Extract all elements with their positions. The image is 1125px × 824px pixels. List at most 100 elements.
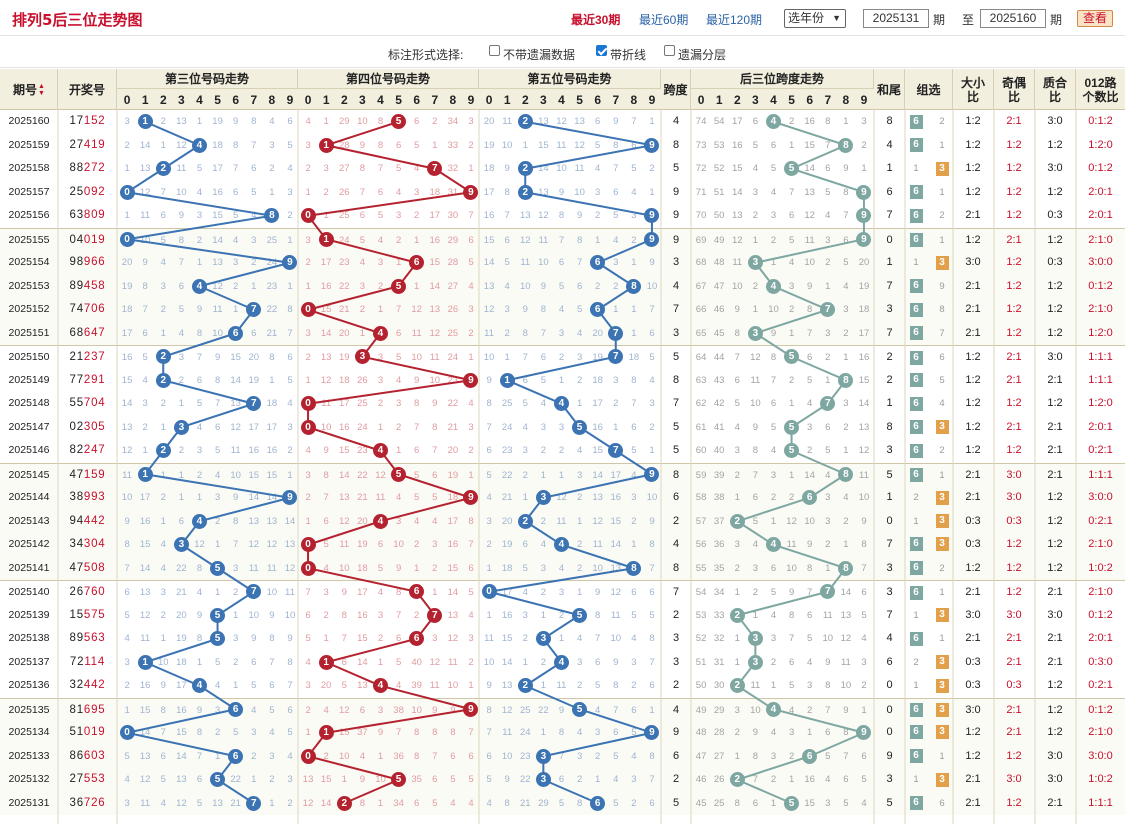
pos5-miss-cell: 8 xyxy=(576,797,583,809)
pos5-miss-cell: 6 xyxy=(631,587,637,598)
draw-digit: 2 xyxy=(69,351,77,363)
range-link-30[interactable]: 最近30期 xyxy=(571,13,621,27)
pos4-miss-cell: 12 xyxy=(411,304,422,315)
draw-number-cell: 02305 xyxy=(58,416,117,440)
pos3-miss-cell: 4 xyxy=(160,257,166,268)
pos3-miss-cell: 14 xyxy=(139,727,151,738)
span-miss-cell: 45 xyxy=(713,327,725,339)
zuxuan-cell: 6 7 xyxy=(905,322,953,346)
span-miss-cell: 26 xyxy=(713,774,725,785)
pos4-miss-cell: 5 xyxy=(414,469,420,481)
polyline-checkbox[interactable] xyxy=(596,45,607,56)
pos5-miss-cell: 5 xyxy=(558,797,565,809)
pos5-miss-cell: 25 xyxy=(501,398,513,409)
pos4-miss-cell: 3 xyxy=(359,280,366,292)
pos3-miss-cell: 3 xyxy=(233,562,239,574)
sort-icon[interactable]: ▲▼ xyxy=(38,82,45,97)
pos3-miss-cell: 10 xyxy=(121,492,133,503)
pos5-miss-cell: 18 xyxy=(483,163,495,174)
view-button[interactable]: 查看 xyxy=(1077,10,1113,27)
pos4-miss-cell: 13 xyxy=(357,680,368,691)
draw-digit: 7 xyxy=(76,561,84,574)
pos3-miss-cell: 11 xyxy=(176,163,187,174)
pos5-digit-header-7: 7 xyxy=(612,93,620,107)
pos3-miss-cell: 17 xyxy=(266,421,278,433)
pos4-miss-cell: 6 xyxy=(377,539,384,550)
span-miss-cell: 65 xyxy=(695,327,707,339)
pos4-miss-cell: 3 xyxy=(432,539,438,550)
pos5-miss-cell: 4 xyxy=(576,727,583,738)
pos3-miss-cell: 15 xyxy=(139,704,151,716)
issue-header[interactable]: 期号 ▲▼ xyxy=(0,69,58,110)
pos3-miss-cell: 11 xyxy=(212,304,223,315)
pos4-miss-cell: 8 xyxy=(377,139,384,151)
jiou-cell: 1:2 xyxy=(1006,796,1022,809)
span-miss-cell: 5 xyxy=(825,445,831,456)
draw-digit: 1 xyxy=(98,373,106,386)
range-link-120[interactable]: 最近120期 xyxy=(706,13,763,27)
pos5-miss-cell: 7 xyxy=(649,774,655,785)
pos5-miss-cell: 6 xyxy=(558,774,565,785)
jiou-cell: 1:2 xyxy=(1006,279,1022,292)
pos4-miss-cell: 6 xyxy=(414,445,420,456)
pos3-digit-header-1: 1 xyxy=(141,93,149,107)
daxiao-cell: 2:1 xyxy=(965,773,981,785)
zuxuan6-box: 1 xyxy=(913,163,919,174)
pos4-miss-cell: 14 xyxy=(429,280,441,292)
daxiao-cell: 3:0 xyxy=(965,256,981,268)
pos5-miss-cell: 4 xyxy=(576,445,583,456)
pos3-miss-cell: 18 xyxy=(212,139,223,151)
pos3-miss-cell: 4 xyxy=(269,727,275,738)
span-miss-cell: 4 xyxy=(807,398,813,409)
draw-digit: 6 xyxy=(69,209,77,221)
pos5-miss-cell: 2 xyxy=(595,280,601,292)
draw-digit: 5 xyxy=(91,773,99,785)
zuxuan-cell: 6 4 xyxy=(905,392,953,416)
no-miss-checkbox[interactable] xyxy=(489,45,500,56)
span-miss-cell: 8 xyxy=(734,797,740,809)
pos3-miss-cell: 5 xyxy=(287,139,293,151)
span-miss-cell: 7 xyxy=(825,704,831,716)
lu012-cell: 2:1:0 xyxy=(1088,586,1113,598)
pos5-miss-cell: 9 xyxy=(486,374,492,386)
span-cell: 5 xyxy=(672,162,680,174)
year-select[interactable]: 选年份 ▼ xyxy=(784,9,846,28)
pos5-miss-cell: 13 xyxy=(501,680,513,691)
lu012-cell: 1:2:0 xyxy=(1088,397,1113,409)
daxiao-cell: 3:0 xyxy=(965,608,981,621)
to-issue-input[interactable]: 2025160 xyxy=(980,9,1046,28)
miss-layer-checkbox[interactable] xyxy=(664,45,675,56)
span-miss-cell: 51 xyxy=(713,186,725,198)
pos4-miss-cell: 13 xyxy=(447,609,459,621)
from-issue-input[interactable]: 2025131 xyxy=(863,9,929,28)
pos3-miss-cell: 2 xyxy=(160,492,166,503)
pos4-miss-cell: 12 xyxy=(338,704,350,716)
span-miss-cell: 2 xyxy=(752,210,759,221)
span-miss-cell: 9 xyxy=(734,304,740,315)
pos4-miss-cell: 15 xyxy=(429,257,441,268)
draw-digit: 7 xyxy=(83,586,92,598)
pos3-miss-cell: 9 xyxy=(214,352,221,363)
pos5-miss-cell: 2 xyxy=(649,163,655,174)
range-link-60[interactable]: 最近60期 xyxy=(639,13,689,27)
span-miss-cell: 3 xyxy=(752,186,759,198)
pos5-miss-cell: 1 xyxy=(522,656,528,668)
span-trend-header: 后三位跨度走势 xyxy=(691,69,874,89)
pos5-miss-cell: 4 xyxy=(631,633,637,644)
pos4-miss-cell: 3 xyxy=(468,633,474,644)
daxiao-cell: 1:2 xyxy=(965,351,981,363)
span-miss-cell: 4 xyxy=(825,774,831,785)
pos5-miss-cell: 3 xyxy=(504,304,510,315)
miss-layer-label: 遗漏分层 xyxy=(678,48,727,62)
draw-digit: 5 xyxy=(83,773,92,785)
pos3-miss-cell: 8 xyxy=(178,234,185,246)
pos4-miss-cell: 30 xyxy=(447,210,459,221)
lu012-cell: 2:1:0 xyxy=(1088,303,1113,315)
jiou-cell: 1:2 xyxy=(1006,749,1022,762)
hewei-cell: 0 xyxy=(886,679,893,691)
pos5-miss-cell: 3 xyxy=(576,656,583,668)
span-cell: 4 xyxy=(672,279,680,292)
span-miss-cell: 59 xyxy=(695,469,707,481)
pos3-miss-cell: 10 xyxy=(212,327,223,339)
lu012-cell: 0:1:2 xyxy=(1088,162,1113,174)
